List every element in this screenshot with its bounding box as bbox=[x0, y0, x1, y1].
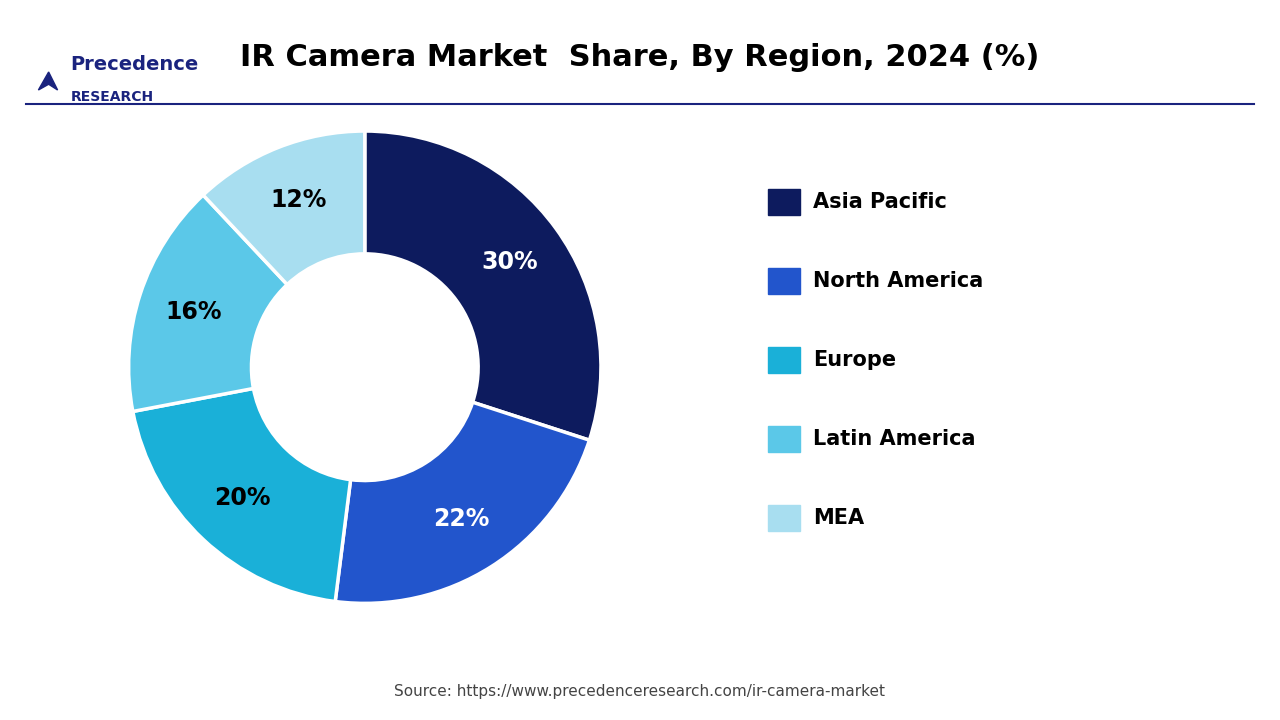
Wedge shape bbox=[335, 402, 589, 603]
Text: 16%: 16% bbox=[166, 300, 223, 324]
Text: Source: https://www.precedenceresearch.com/ir-camera-market: Source: https://www.precedenceresearch.c… bbox=[394, 684, 886, 698]
Text: 22%: 22% bbox=[433, 507, 489, 531]
Text: 30%: 30% bbox=[481, 250, 539, 274]
Wedge shape bbox=[133, 389, 351, 601]
Text: RESEARCH: RESEARCH bbox=[70, 90, 154, 104]
Text: Europe: Europe bbox=[813, 350, 896, 370]
Text: 20%: 20% bbox=[214, 486, 270, 510]
Text: MEA: MEA bbox=[813, 508, 864, 528]
Wedge shape bbox=[129, 195, 287, 411]
Text: 12%: 12% bbox=[270, 189, 326, 212]
Wedge shape bbox=[365, 131, 600, 440]
Wedge shape bbox=[204, 131, 365, 284]
Text: Asia Pacific: Asia Pacific bbox=[813, 192, 947, 212]
Text: Precedence: Precedence bbox=[70, 55, 198, 74]
Text: Latin America: Latin America bbox=[813, 429, 975, 449]
Text: North America: North America bbox=[813, 271, 983, 291]
Text: IR Camera Market  Share, By Region, 2024 (%): IR Camera Market Share, By Region, 2024 … bbox=[241, 43, 1039, 72]
